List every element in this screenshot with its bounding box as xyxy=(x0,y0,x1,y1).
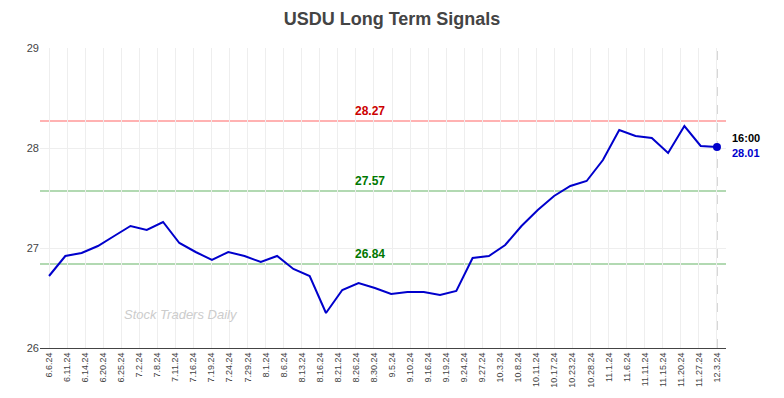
svg-text:11.15.24: 11.15.24 xyxy=(658,353,668,387)
svg-text:7.8.24: 7.8.24 xyxy=(152,353,162,378)
svg-text:7.16.24: 7.16.24 xyxy=(188,353,198,383)
svg-text:9.16.24: 9.16.24 xyxy=(423,353,433,383)
svg-text:10.3.24: 10.3.24 xyxy=(495,353,505,383)
svg-text:10.23.24: 10.23.24 xyxy=(567,353,577,388)
svg-text:8.6.24: 8.6.24 xyxy=(279,353,289,378)
svg-text:12.3.24: 12.3.24 xyxy=(712,353,722,383)
svg-text:8.26.24: 8.26.24 xyxy=(351,353,361,383)
svg-text:8.16.24: 8.16.24 xyxy=(315,353,325,383)
svg-text:28: 28 xyxy=(27,142,39,154)
svg-text:10.28.24: 10.28.24 xyxy=(586,353,596,388)
svg-text:6.25.24: 6.25.24 xyxy=(116,353,126,383)
svg-text:9.10.24: 9.10.24 xyxy=(405,353,415,383)
svg-text:6.20.24: 6.20.24 xyxy=(98,353,108,383)
svg-text:11.11.24: 11.11.24 xyxy=(640,353,650,387)
svg-text:29: 29 xyxy=(27,42,39,54)
svg-text:27.57: 27.57 xyxy=(355,174,385,188)
svg-text:7.29.24: 7.29.24 xyxy=(243,353,253,383)
svg-text:11.27.24: 11.27.24 xyxy=(694,353,704,387)
svg-text:26.84: 26.84 xyxy=(355,247,385,261)
svg-text:8.13.24: 8.13.24 xyxy=(297,353,307,383)
svg-text:USDU Long Term Signals: USDU Long Term Signals xyxy=(284,9,501,29)
svg-text:8.1.24: 8.1.24 xyxy=(261,353,271,378)
svg-text:6.14.24: 6.14.24 xyxy=(80,353,90,383)
svg-text:7.11.24: 7.11.24 xyxy=(170,353,180,382)
svg-text:7.19.24: 7.19.24 xyxy=(206,353,216,383)
svg-text:7.2.24: 7.2.24 xyxy=(134,353,144,378)
svg-text:7.24.24: 7.24.24 xyxy=(224,353,234,383)
svg-text:16:00: 16:00 xyxy=(732,132,760,144)
svg-text:10.11.24: 10.11.24 xyxy=(531,353,541,387)
svg-text:28.27: 28.27 xyxy=(355,104,385,118)
svg-text:28.01: 28.01 xyxy=(732,147,760,159)
svg-text:8.30.24: 8.30.24 xyxy=(369,353,379,383)
svg-text:10.17.24: 10.17.24 xyxy=(549,353,559,388)
svg-text:9.24.24: 9.24.24 xyxy=(459,353,469,383)
svg-text:8.21.24: 8.21.24 xyxy=(333,353,343,383)
svg-text:6.6.24: 6.6.24 xyxy=(44,353,54,378)
svg-text:11.20.24: 11.20.24 xyxy=(676,353,686,387)
svg-text:27: 27 xyxy=(27,242,39,254)
svg-text:10.8.24: 10.8.24 xyxy=(513,353,523,383)
svg-text:Stock Traders Daily: Stock Traders Daily xyxy=(124,307,238,322)
svg-text:26: 26 xyxy=(27,342,39,354)
svg-text:9.5.24: 9.5.24 xyxy=(387,353,397,378)
svg-text:9.27.24: 9.27.24 xyxy=(477,353,487,383)
svg-text:11.6.24: 11.6.24 xyxy=(622,353,632,382)
svg-text:6.11.24: 6.11.24 xyxy=(62,353,72,382)
svg-text:9.19.24: 9.19.24 xyxy=(441,353,451,383)
svg-text:11.1.24: 11.1.24 xyxy=(604,353,614,382)
